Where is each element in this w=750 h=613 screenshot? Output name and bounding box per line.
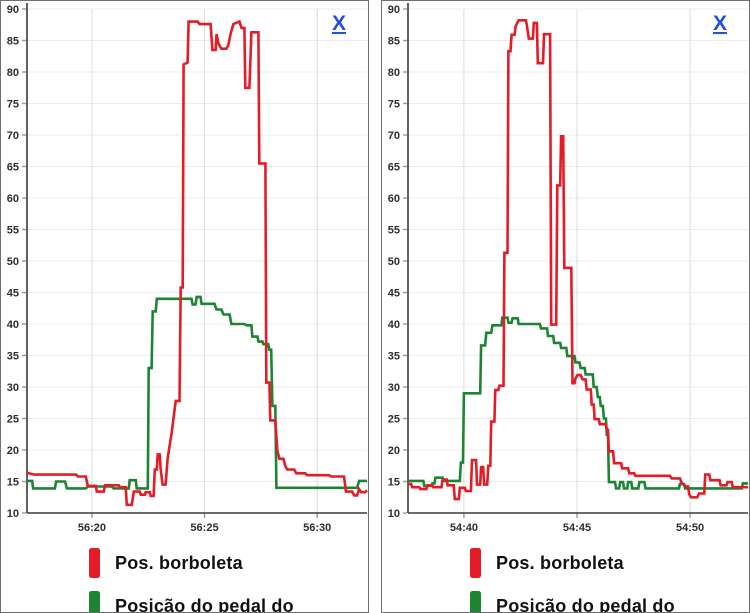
y-axis-label: 65 bbox=[7, 161, 19, 173]
y-axis-label: 75 bbox=[7, 98, 19, 110]
y-axis-label: 85 bbox=[7, 35, 19, 47]
chart-svg[interactable]: 10 15 20 25 30 35 40 45 50 55 60 65 70 75 80 85 90 54:40 5… bbox=[382, 1, 749, 538]
series-green bbox=[408, 316, 748, 490]
y-axis-label: 70 bbox=[7, 130, 19, 142]
chart-panel-right: 10 15 20 25 30 35 40 45 50 55 60 65 70 75 80 85 90 54:40 5… bbox=[381, 0, 750, 613]
y-axis-label: 20 bbox=[388, 445, 400, 457]
legend-label: Pos. borboleta bbox=[115, 552, 243, 573]
y-axis-label: 50 bbox=[7, 256, 19, 268]
y-axis-label: 90 bbox=[7, 4, 19, 16]
series-red bbox=[26, 19, 368, 507]
y-axis-label: 25 bbox=[388, 413, 400, 425]
y-axis-label: 90 bbox=[388, 4, 400, 16]
y-axis-label: 70 bbox=[388, 130, 400, 142]
legend: Pos. borboleta Posição do pedal do bbox=[382, 548, 749, 613]
x-axis-label: 54:50 bbox=[676, 522, 704, 534]
y-axis-label: 60 bbox=[388, 193, 400, 205]
legend: Pos. borboleta Posição do pedal do bbox=[1, 548, 368, 613]
y-axis-label: 25 bbox=[7, 413, 19, 425]
y-axis-label: 40 bbox=[388, 319, 400, 331]
legend-item-pedal: Posição do pedal do bbox=[89, 591, 368, 613]
chart-svg[interactable]: 10 15 20 25 30 35 40 45 50 55 60 65 70 75 80 85 90 56:20 5… bbox=[1, 1, 368, 538]
y-axis-label: 55 bbox=[388, 224, 400, 236]
y-axis-label: 45 bbox=[388, 287, 400, 299]
green-legend-swatch bbox=[89, 591, 100, 612]
y-axis-label: 60 bbox=[7, 193, 19, 205]
y-axis-label: 55 bbox=[7, 224, 19, 236]
y-axis-label: 40 bbox=[7, 319, 19, 331]
close-button[interactable]: X bbox=[712, 12, 727, 35]
legend-label: Posição do pedal do bbox=[496, 595, 675, 613]
y-axis-label: 85 bbox=[388, 35, 400, 47]
y-axis-label: 10 bbox=[7, 508, 19, 520]
y-axis-label: 15 bbox=[7, 476, 19, 488]
y-axis-label: 30 bbox=[7, 382, 19, 394]
y-axis-label: 50 bbox=[388, 256, 400, 268]
x-axis-label: 56:20 bbox=[78, 522, 106, 534]
y-axis-label: 45 bbox=[7, 287, 19, 299]
y-axis-label: 80 bbox=[388, 67, 400, 79]
red-legend-swatch bbox=[89, 548, 100, 578]
y-axis-label: 15 bbox=[388, 476, 400, 488]
x-axis-label: 56:30 bbox=[303, 522, 331, 534]
y-axis-label: 10 bbox=[388, 508, 400, 520]
chart-panel-left: 10 15 20 25 30 35 40 45 50 55 60 65 70 75 80 85 90 56:20 5… bbox=[0, 0, 369, 613]
x-axis-label: 54:40 bbox=[450, 522, 478, 534]
x-axis-label: 56:25 bbox=[190, 522, 218, 534]
series-green bbox=[27, 295, 367, 490]
series-red bbox=[408, 18, 748, 501]
x-axis-label: 54:45 bbox=[563, 522, 591, 534]
legend-label: Pos. borboleta bbox=[496, 552, 624, 573]
legend-label: Posição do pedal do bbox=[115, 595, 294, 613]
y-axis-label: 30 bbox=[388, 382, 400, 394]
line-chart-right[interactable]: 10 15 20 25 30 35 40 45 50 55 60 65 70 75 80 85 90 54:40 5… bbox=[382, 1, 749, 538]
close-button[interactable]: X bbox=[331, 12, 346, 35]
y-axis-label: 20 bbox=[7, 445, 19, 457]
line-chart-left[interactable]: 10 15 20 25 30 35 40 45 50 55 60 65 70 75 80 85 90 56:20 5… bbox=[1, 1, 368, 538]
y-axis-label: 35 bbox=[388, 350, 400, 362]
green-legend-swatch bbox=[470, 591, 481, 612]
legend-item-throttle: Pos. borboleta bbox=[89, 548, 368, 578]
y-axis-label: 35 bbox=[7, 350, 19, 362]
legend-item-throttle: Pos. borboleta bbox=[470, 548, 749, 578]
red-legend-swatch bbox=[470, 548, 481, 578]
legend-item-pedal: Posição do pedal do bbox=[470, 591, 749, 613]
y-axis-label: 65 bbox=[388, 161, 400, 173]
y-axis-label: 75 bbox=[388, 98, 400, 110]
y-axis-label: 80 bbox=[7, 67, 19, 79]
